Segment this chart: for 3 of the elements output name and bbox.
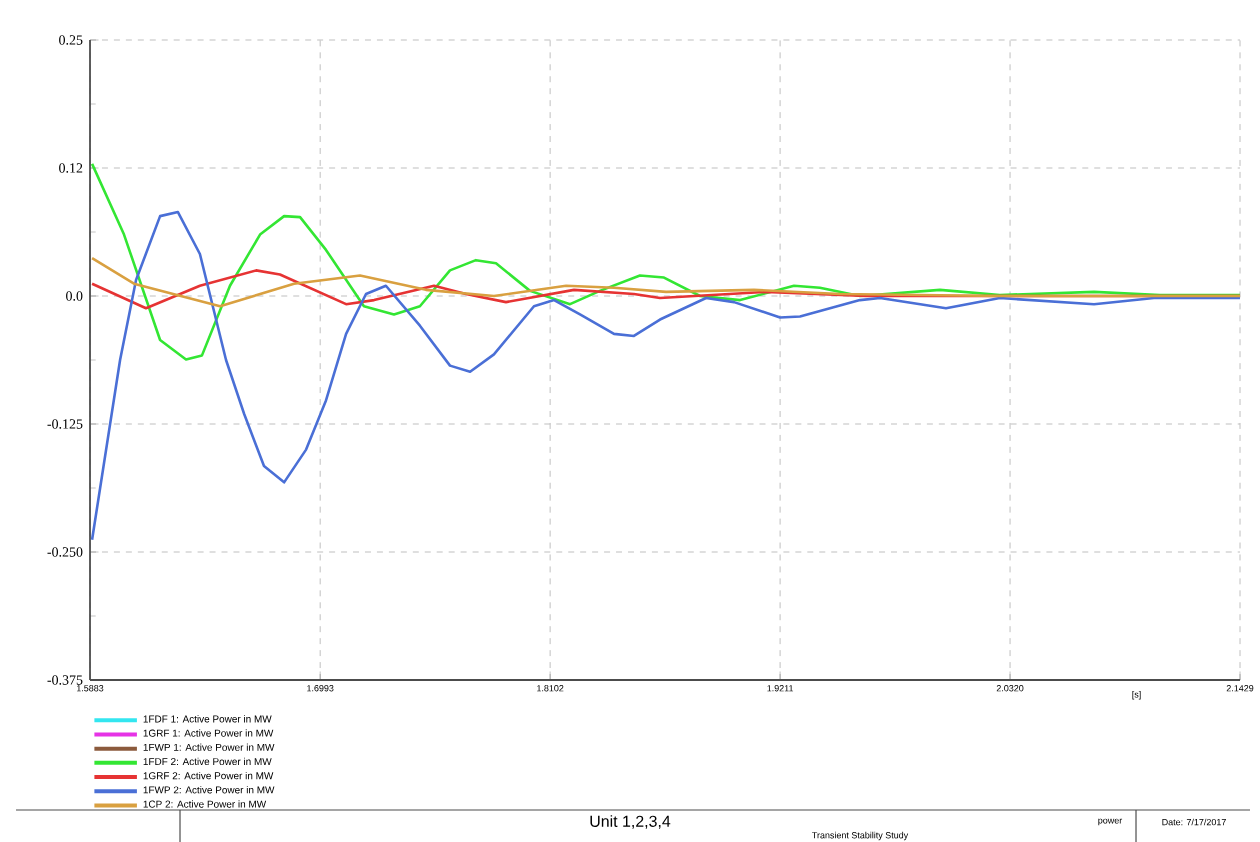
- line-series: [90, 162, 1242, 361]
- line-series: [90, 210, 1242, 542]
- line-series: [90, 256, 1242, 308]
